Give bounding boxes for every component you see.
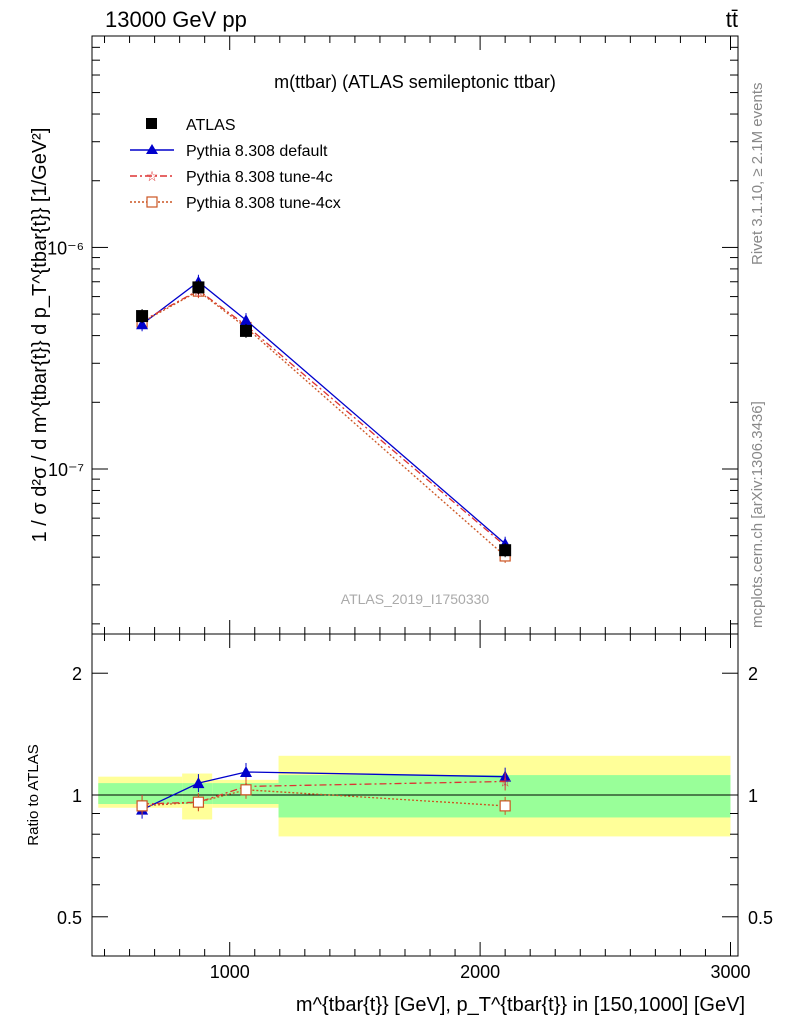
- main-series-line-2: [141, 289, 506, 547]
- legend-label-tune4cx: Pythia 8.308 tune-4cx: [186, 195, 341, 212]
- ratio-axis-ticks: 0.5 0.5 1 1 2 2 1000 2000 3000: [57, 634, 773, 982]
- ratio-series-line-2: [142, 789, 506, 807]
- tune4cx-point-3: [499, 800, 511, 812]
- main-axis-ticks: 10⁻⁷ 10⁻⁶: [47, 35, 738, 634]
- main-series-layer: ☆☆☆☆: [136, 274, 512, 563]
- legend-marker-atlas: [146, 118, 157, 129]
- main-series-line-1: [141, 280, 506, 545]
- energy-label: 13000 GeV pp: [105, 7, 247, 32]
- default-point-0: [136, 318, 149, 330]
- legend-entry-atlas: ATLAS: [146, 117, 236, 134]
- legend: ATLAS Pythia 8.308 default ☆ Pythia 8.30…: [130, 117, 341, 212]
- ratio-y-tick-label-right: 2: [748, 664, 758, 684]
- ratio-series-line-0: [141, 771, 506, 811]
- mcplots-label: mcplots.cern.ch [arXiv:1306.3436]: [749, 401, 766, 628]
- x-tick-label: 2000: [460, 962, 500, 982]
- ratio-y-axis-label: Ratio to ATLAS: [25, 744, 42, 845]
- legend-marker-tune4c: ☆: [146, 168, 159, 184]
- atlas-point-1: [192, 281, 205, 294]
- ratio-series-layer: ☆☆☆☆: [136, 762, 512, 819]
- legend-entry-default: Pythia 8.308 default: [130, 143, 328, 160]
- ratio-y-tick-label: 2: [72, 664, 82, 684]
- y-tick-label: 10⁻⁶: [47, 238, 84, 258]
- legend-entry-tune4cx: Pythia 8.308 tune-4cx: [130, 195, 341, 212]
- ratio-y-tick-label: 1: [72, 786, 82, 806]
- tune4cx-point-0: [136, 800, 148, 812]
- main-series-line-3: [141, 290, 506, 557]
- legend-label-default: Pythia 8.308 default: [186, 143, 328, 160]
- main-y-axis-label: 1 / σ d²σ / d m^{tbar{t}} d p_T^{tbar{t}…: [29, 128, 51, 543]
- analysis-id: ATLAS_2019_I1750330: [341, 591, 490, 607]
- process-label: tt̄: [726, 7, 738, 32]
- ratio-y-tick-label: 0.5: [57, 908, 82, 928]
- atlas-point-0: [136, 310, 149, 323]
- atlas-point-3: [499, 544, 512, 557]
- legend-label-atlas: ATLAS: [186, 117, 236, 134]
- rivet-label: Rivet 3.1.10, ≥ 2.1M events: [749, 83, 766, 266]
- legend-label-tune4c: Pythia 8.308 tune-4c: [186, 169, 333, 186]
- atlas-point-2: [239, 324, 252, 337]
- inner-band-0: [98, 783, 183, 805]
- default-point-2: [239, 314, 252, 326]
- y-tick-label: 10⁻⁷: [48, 460, 84, 480]
- x-axis-label: m^{tbar{t}} [GeV], p_T^{tbar{t}} in [150…: [296, 994, 745, 1016]
- legend-marker-tune4cx: [146, 196, 158, 208]
- legend-entry-tune4c: ☆ Pythia 8.308 tune-4c: [130, 168, 333, 186]
- ratio-series-line-1: [142, 780, 506, 805]
- default-point-2: [239, 765, 252, 777]
- inner-band-1: [182, 783, 213, 805]
- chart-title: m(ttbar) (ATLAS semileptonic ttbar): [274, 72, 556, 92]
- tune4c-point-3: ☆: [499, 773, 512, 789]
- ratio-y-tick-label-right: 0.5: [748, 908, 773, 928]
- tune4cx-point-1: [192, 796, 205, 808]
- ratio-y-tick-label-right: 1: [748, 786, 758, 806]
- x-tick-label: 3000: [710, 962, 750, 982]
- legend-marker-default: [146, 144, 158, 154]
- tune4cx-point-2: [240, 784, 252, 796]
- default-point-1: [192, 777, 205, 789]
- x-tick-label: 1000: [210, 962, 250, 982]
